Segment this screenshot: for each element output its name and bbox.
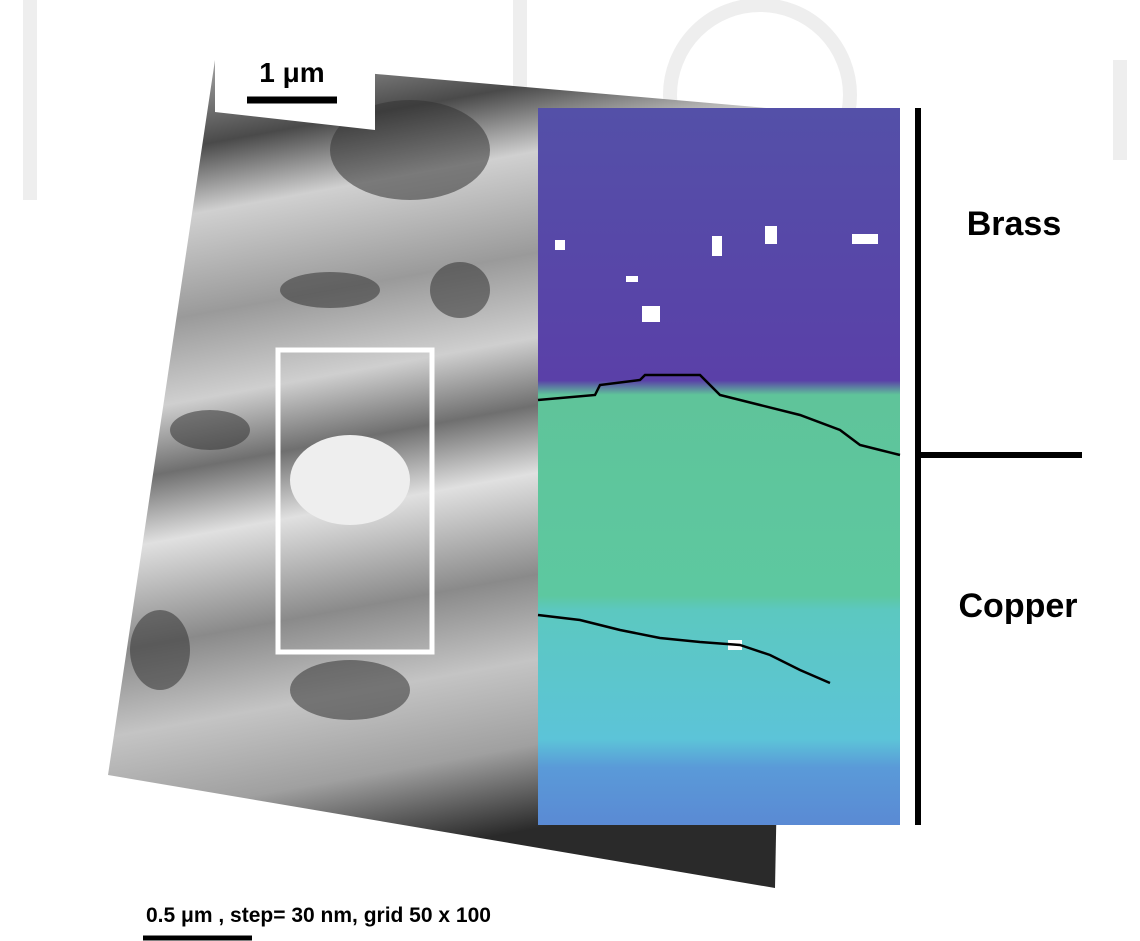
scale-bar-label: 1 μm — [259, 57, 324, 88]
region-label: Brass — [967, 205, 1062, 243]
caption: 0.5 μm , step= 30 nm, grid 50 x 100 — [146, 904, 491, 927]
figure: 1 μm Brass Copper 0.5 μm , step= 30 nm, … — [0, 0, 1140, 941]
ebsd-map — [538, 108, 900, 825]
region-label: Copper — [959, 587, 1078, 625]
page: 1 μm Brass Copper 0.5 μm , step= 30 nm, … — [0, 0, 1140, 941]
bright-grain — [290, 435, 410, 525]
